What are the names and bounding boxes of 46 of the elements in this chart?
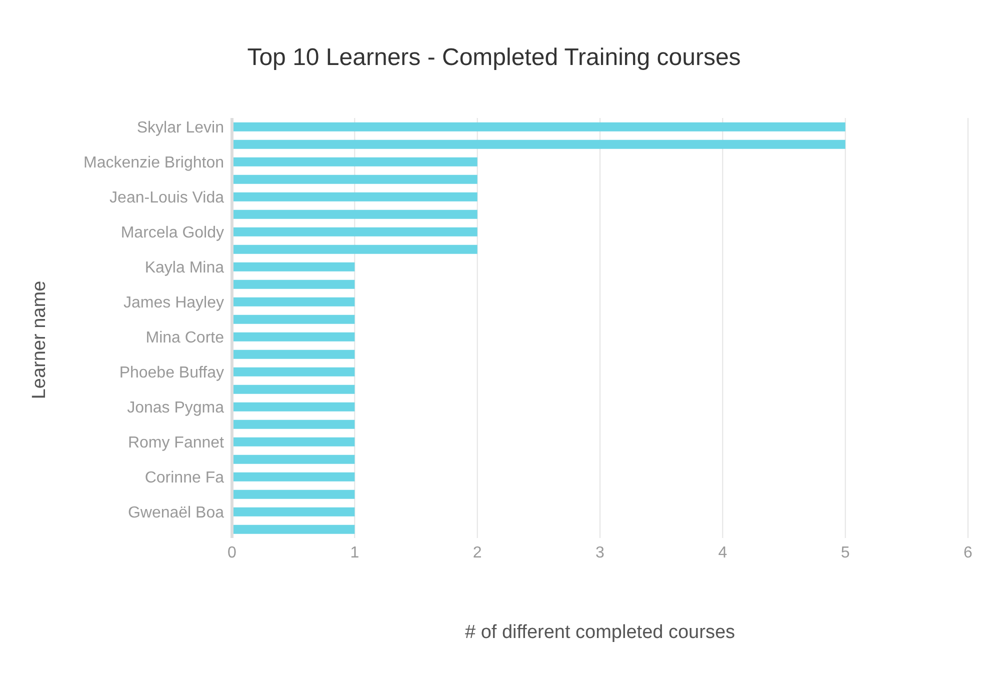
bar — [232, 157, 478, 166]
x-tick-label: 6 — [964, 544, 973, 562]
bar — [232, 227, 478, 236]
bar — [232, 472, 355, 482]
y-tick-label: Mina Corte — [146, 329, 224, 346]
bar — [232, 210, 478, 219]
bar — [232, 314, 355, 324]
x-tick-label: 2 — [472, 544, 482, 562]
y-tick-label: Kayla Mina — [144, 259, 224, 276]
bar — [232, 524, 355, 534]
bar — [232, 122, 846, 132]
y-tick-label: Skylar Levin — [136, 119, 224, 136]
y-tick-label: James Hayley — [124, 294, 224, 312]
bar — [232, 192, 478, 202]
y-tick-label: Corinne Fa — [144, 469, 224, 486]
bar — [232, 350, 355, 359]
bar — [232, 454, 355, 464]
y-tick-label: Phoebe Buffay — [119, 364, 224, 382]
bar — [232, 244, 478, 254]
bar — [232, 384, 355, 394]
x-tick-label: 5 — [840, 544, 850, 562]
bar — [232, 367, 355, 376]
bar — [232, 262, 355, 272]
bar — [232, 332, 355, 342]
bar — [232, 174, 478, 184]
bar — [232, 437, 355, 446]
bar — [232, 297, 355, 306]
bar — [232, 402, 355, 412]
bar — [232, 280, 355, 289]
bar — [232, 420, 355, 429]
x-tick-label: 3 — [596, 544, 605, 562]
x-tick-label: 0 — [228, 544, 237, 562]
x-tick-label: 4 — [718, 544, 728, 562]
y-tick-label: Romy Fannet — [128, 434, 225, 452]
chart-title: Top 10 Learners - Completed Training courses — [246, 44, 742, 72]
x-axis-title: # of different completed courses — [464, 622, 736, 644]
y-tick-label: Mackenzie Brighton — [83, 154, 224, 172]
y-tick-label: Jean-Louis Vida — [110, 189, 224, 206]
y-tick-label: Jonas Pygma — [127, 399, 224, 416]
y-tick-label: Marcela Goldy — [120, 224, 224, 242]
y-axis-title: Learner name — [29, 280, 51, 400]
bar — [232, 140, 846, 149]
bar — [232, 490, 355, 499]
y-tick-label: Gwenaël Boa — [128, 504, 224, 522]
bar — [232, 507, 355, 516]
x-tick-label: 1 — [350, 544, 360, 562]
